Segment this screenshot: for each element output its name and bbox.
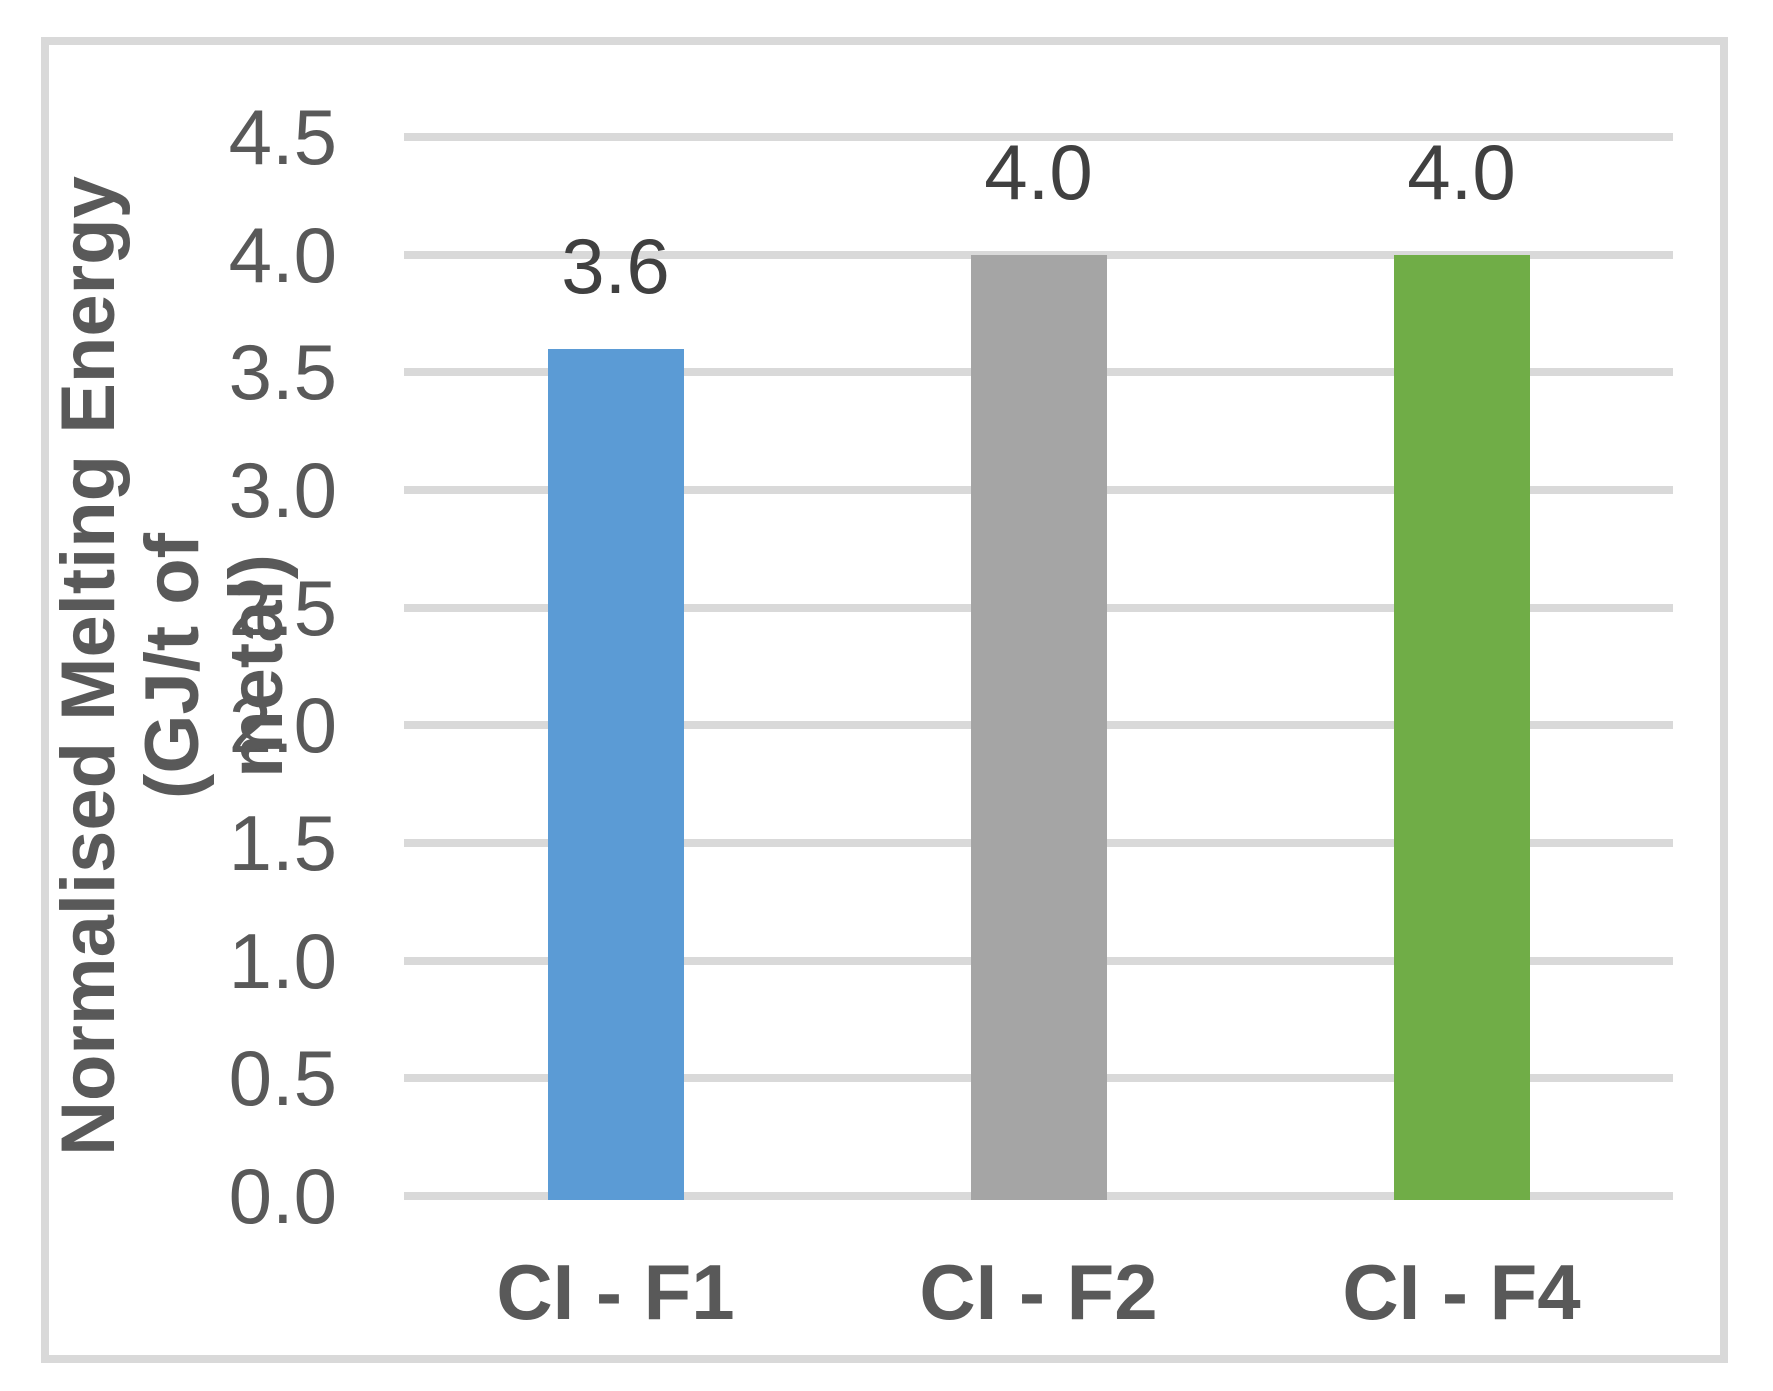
bar [970, 254, 1107, 1200]
y-tick-label: 1.5 [228, 799, 337, 888]
chart-frame: 0.0 0.5 1.0 1.5 2.0 2.5 3.0 3.5 4.0 4.5 3.6 CI - F1… [41, 37, 1728, 1363]
x-category-label: CI - F1 [496, 1248, 735, 1336]
bar [1393, 254, 1530, 1200]
y-axis-title: Normalised Melting Energy (GJ/t of metal… [46, 116, 299, 1216]
y-axis-title-line2: metal) [214, 554, 299, 778]
y-tick-label: 1.0 [228, 916, 337, 1005]
y-tick-label: 3.0 [228, 446, 337, 535]
y-tick-label: 0.0 [228, 1152, 337, 1240]
bar-data-label: 3.6 [561, 221, 670, 310]
y-tick-label: 0.5 [228, 1034, 337, 1123]
gridline [404, 133, 1673, 142]
y-tick-label: 3.5 [228, 328, 337, 417]
bar [547, 348, 684, 1200]
y-tick-label: 4.0 [228, 210, 337, 299]
x-category-label: CI - F4 [1342, 1248, 1581, 1336]
y-tick-label: 2.0 [228, 681, 337, 770]
x-category-label: CI - F2 [919, 1248, 1158, 1336]
y-tick-label: 4.5 [228, 93, 337, 182]
bar-data-label: 4.0 [984, 127, 1093, 216]
bar-data-label: 4.0 [1407, 127, 1516, 216]
y-axis-title-line1: Normalised Melting Energy (GJ/t of [46, 176, 215, 1156]
y-tick-label: 2.5 [228, 563, 337, 652]
